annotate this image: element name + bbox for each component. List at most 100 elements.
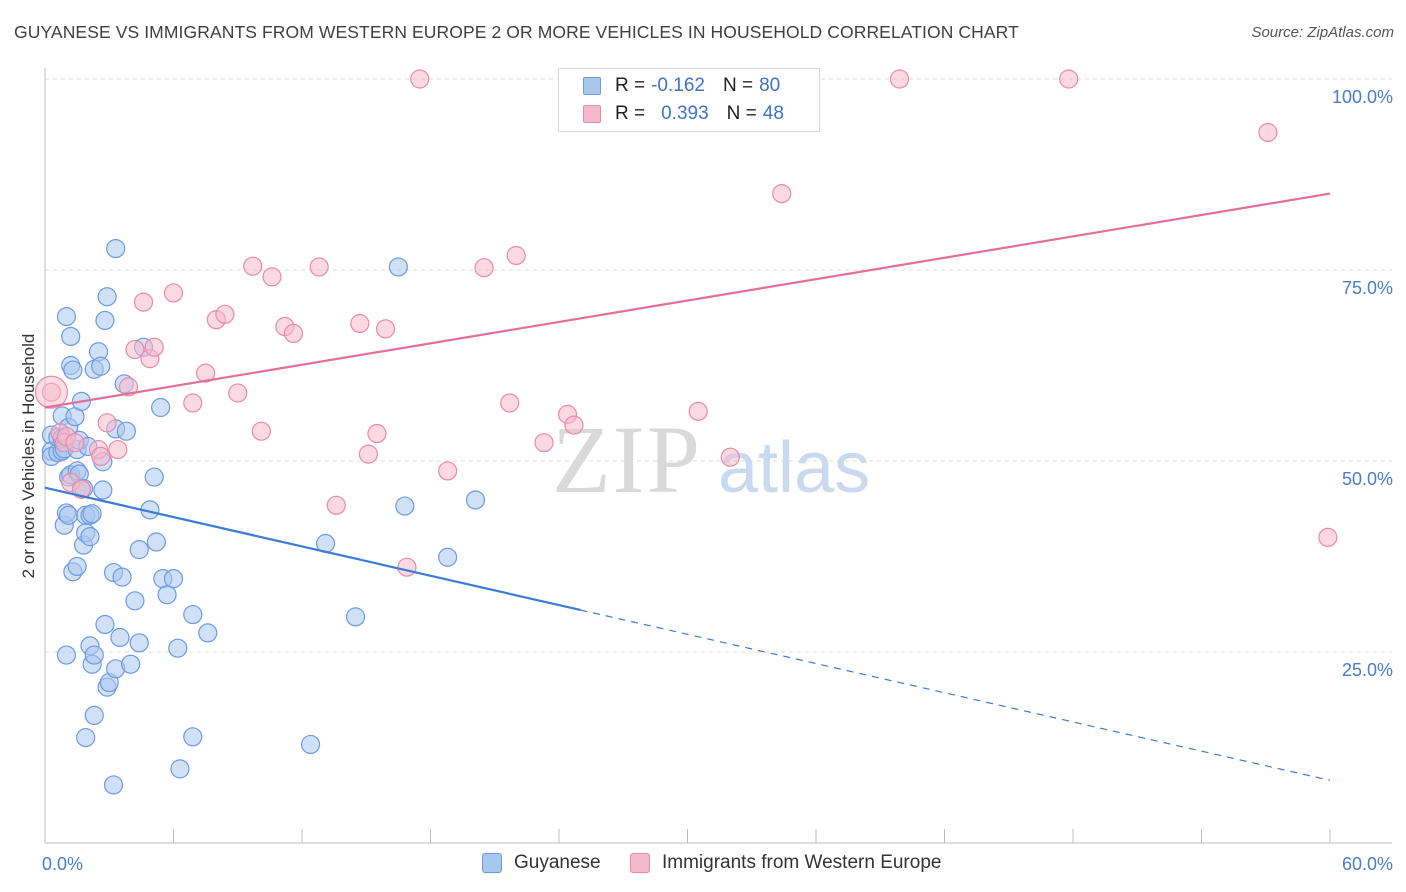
y-tick-label: 50.0%	[1342, 469, 1393, 489]
guyanese-point	[61, 326, 81, 347]
western-europe-point	[97, 413, 117, 433]
guyanese-point	[95, 310, 115, 331]
western-europe-point	[375, 319, 396, 339]
western-europe-point	[262, 267, 282, 287]
n-value: 80	[759, 75, 781, 96]
x-tick-label-min: 0.0%	[42, 854, 83, 874]
western-europe-point	[1318, 527, 1338, 548]
guyanese-points	[41, 239, 486, 795]
guyanese-point	[56, 307, 77, 327]
stats-legend: R = -0.162 N = 80 R = 0.393 N = 48	[558, 68, 820, 132]
western-europe-point	[534, 433, 554, 453]
western-europe-point	[410, 69, 430, 89]
western-europe-point	[215, 304, 235, 324]
guyanese-point	[67, 556, 87, 577]
guyanese-point	[144, 467, 164, 487]
n-value: 48	[762, 103, 784, 124]
guyanese-point	[129, 540, 149, 560]
guyanese-trendline	[44, 486, 581, 612]
n-label: N =	[726, 103, 757, 124]
western-europe-point	[65, 433, 85, 453]
western-europe-points	[34, 69, 1338, 577]
guyanese-point	[116, 421, 136, 441]
guyanese-point	[121, 654, 141, 674]
guyanese-point	[125, 591, 145, 611]
western-europe-point	[720, 447, 740, 467]
trendlines	[44, 192, 1331, 781]
western-europe-point	[309, 257, 329, 277]
guyanese-point	[388, 257, 408, 277]
guyanese-point	[58, 505, 79, 525]
western-europe-point	[326, 495, 346, 515]
western-europe-point	[144, 337, 164, 357]
guyanese-point	[91, 356, 111, 376]
guyanese-point	[168, 638, 188, 658]
guyanese-point	[93, 480, 113, 500]
guyanese-point	[198, 623, 218, 643]
blue-swatch	[482, 853, 502, 873]
guyanese-point	[183, 604, 203, 625]
legend-item-western-europe: Immigrants from Western Europe	[630, 852, 941, 874]
watermark-atlas: atlas	[718, 428, 870, 508]
chart-source: Source: ZipAtlas.com	[1251, 24, 1394, 41]
n-label: N =	[722, 75, 754, 96]
y-tick-label: 25.0%	[1342, 660, 1393, 680]
gridlines	[45, 78, 1392, 653]
guyanese-point	[157, 585, 177, 605]
western-europe-trendline	[44, 192, 1331, 409]
guyanese-point	[80, 527, 100, 547]
western-europe-point	[350, 313, 370, 334]
western-europe-point	[71, 479, 92, 499]
guyanese-point	[103, 775, 124, 795]
western-europe-point	[397, 557, 417, 577]
x-tick-label-max: 60.0%	[1342, 854, 1393, 874]
guyanese-point	[345, 607, 366, 627]
western-europe-point	[358, 444, 378, 464]
western-europe-point	[133, 292, 154, 312]
stats-legend-row-western-europe: R = 0.393 N = 48	[583, 101, 784, 127]
legend-label-western-europe: Immigrants from Western Europe	[662, 852, 942, 873]
western-europe-point	[243, 256, 263, 276]
legend-item-guyanese: Guyanese	[482, 852, 601, 874]
guyanese-point	[97, 287, 117, 307]
guyanese-point	[84, 705, 104, 726]
y-tick-label: 75.0%	[1342, 278, 1393, 298]
guyanese-point	[395, 496, 415, 516]
western-europe-point	[474, 258, 494, 278]
chart-title: GUYANESE VS IMMIGRANTS FROM WESTERN EURO…	[14, 22, 1019, 42]
western-europe-point	[1059, 69, 1079, 89]
pink-swatch	[630, 853, 650, 873]
western-europe-point	[1258, 122, 1278, 143]
western-europe-point	[196, 363, 216, 383]
western-europe-point	[251, 421, 271, 441]
guyanese-point	[146, 532, 166, 552]
guyanese-point	[106, 239, 126, 259]
western-europe-point-large	[34, 375, 69, 409]
blue-swatch	[583, 77, 601, 95]
guyanese-point	[110, 627, 130, 648]
western-europe-point	[125, 339, 145, 360]
guyanese-point	[56, 645, 77, 665]
guyanese-point	[163, 569, 184, 589]
watermark: ZIP atlas	[552, 406, 870, 513]
western-europe-point	[163, 283, 184, 303]
western-europe-point	[438, 461, 458, 481]
western-europe-point	[367, 423, 387, 444]
guyanese-point	[151, 397, 171, 418]
r-value: -0.162	[651, 75, 705, 96]
y-tick-label: 100.0%	[1332, 87, 1393, 107]
r-label: R =	[615, 75, 646, 96]
western-europe-point	[228, 383, 248, 403]
legend-label-guyanese: Guyanese	[514, 852, 601, 873]
western-europe-point	[183, 393, 203, 413]
western-europe-point	[772, 184, 792, 204]
guyanese-point	[95, 614, 115, 635]
western-europe-point	[283, 323, 304, 344]
stats-legend-row-guyanese: R = -0.162 N = 80	[583, 73, 780, 99]
y-axis-label: 2 or more Vehicles in Household	[19, 334, 38, 579]
pink-swatch	[583, 105, 601, 123]
guyanese-point	[63, 360, 83, 380]
guyanese-point	[300, 734, 321, 755]
western-europe-point	[688, 401, 708, 421]
